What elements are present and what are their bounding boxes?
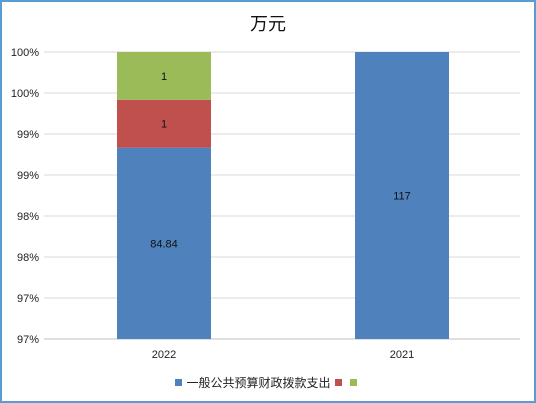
y-tick-label: 97% (17, 334, 39, 346)
y-tick-label: 100% (11, 47, 39, 59)
x-tick-label: 2022 (152, 349, 176, 361)
legend-item: 一般公共预算财政拨款支出 (175, 374, 331, 391)
bar-segment (117, 99, 211, 148)
legend-label: 一般公共预算财政拨款支出 (186, 376, 331, 390)
chart-legend: 一般公共预算财政拨款支出 (0, 374, 536, 391)
bar-segment (117, 147, 211, 339)
data-label: 1 (161, 119, 167, 131)
y-tick-label: 99% (17, 170, 39, 182)
bar-segment (117, 51, 211, 100)
legend-swatch (349, 379, 357, 386)
data-label: 117 (393, 191, 411, 203)
data-label: 84.84 (150, 238, 178, 250)
y-tick-label: 98% (17, 211, 39, 223)
legend-item (349, 379, 361, 386)
y-tick-label: 99% (17, 129, 39, 141)
data-label: 1 (161, 71, 167, 83)
bar-segment (355, 52, 449, 339)
legend-swatch (175, 379, 183, 386)
legend-swatch (334, 379, 342, 386)
x-tick-label: 2021 (390, 349, 414, 361)
legend-item (334, 379, 346, 386)
y-tick-label: 100% (11, 88, 39, 100)
chart-title: 万元 (250, 14, 286, 34)
y-tick-label: 97% (17, 293, 39, 305)
y-tick-label: 98% (17, 252, 39, 264)
